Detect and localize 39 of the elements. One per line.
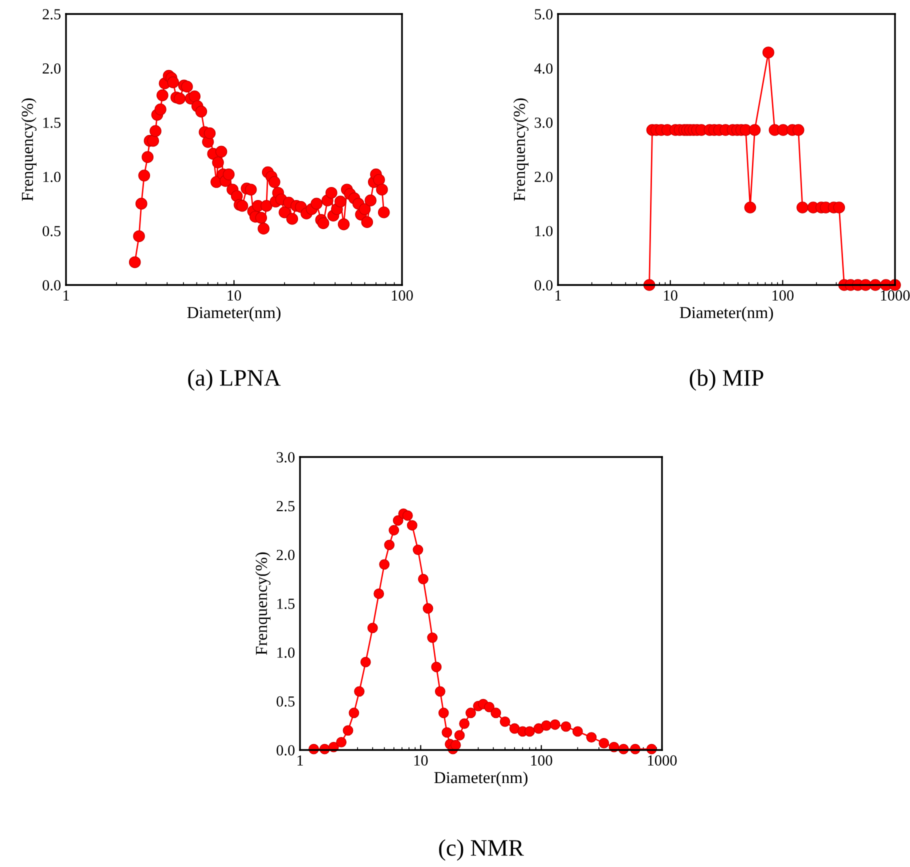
x-tick-label: 10: [228, 290, 242, 301]
y-tick-label: 3.0: [534, 118, 553, 128]
x-tick-label: 100: [772, 290, 794, 301]
y-tick-label: 2.5: [276, 501, 295, 512]
text: (c) NMR: [439, 839, 524, 861]
y-tick-label: 0.0: [276, 745, 295, 756]
y-tick-label: 2.0: [42, 63, 61, 74]
x-tick-label: 100: [531, 755, 552, 766]
y-tick-label: 1.5: [277, 598, 295, 610]
y-tick-label: 4.0: [534, 63, 553, 74]
x-axis-title: Diameter(nm): [187, 306, 280, 322]
y-tick-label: 2.0: [534, 172, 553, 182]
x-tick-label: 1: [556, 290, 561, 300]
y-axis-title: Frenquency(%): [21, 98, 36, 201]
x-tick-label: 1: [64, 290, 69, 300]
x-axis-title: Diameter(nm): [680, 306, 773, 322]
y-tick-label: 1.0: [535, 226, 553, 236]
y-tick-label: 1.0: [43, 172, 61, 182]
text: (b) MIP: [690, 369, 764, 391]
y-tick-label: 5.0: [534, 9, 553, 20]
x-tick-label: 10: [664, 290, 678, 301]
y-tick-label: 0.0: [534, 280, 553, 291]
y-tick-label: 1.5: [43, 118, 61, 128]
y-axis-title: Frenquency(%): [255, 552, 270, 655]
x-axis-title: Diameter(nm): [434, 771, 528, 787]
x-tick-label: 1: [298, 755, 303, 766]
x-tick-label: 1000: [648, 755, 677, 766]
text: (a) LPNA: [188, 369, 281, 391]
y-tick-label: 1.0: [277, 647, 295, 658]
y-tick-label: 2.0: [276, 550, 295, 560]
y-tick-label: 0.5: [276, 696, 295, 707]
y-tick-label: 0.0: [42, 280, 61, 291]
y-tick-label: 2.5: [42, 9, 61, 20]
x-tick-label: 100: [392, 290, 413, 301]
y-axis-title: Frenquency(%): [513, 98, 528, 201]
x-tick-label: 1000: [881, 290, 910, 301]
y-tick-label: 3.0: [276, 452, 295, 463]
x-tick-label: 10: [414, 755, 428, 766]
y-tick-label: 0.5: [42, 226, 61, 236]
